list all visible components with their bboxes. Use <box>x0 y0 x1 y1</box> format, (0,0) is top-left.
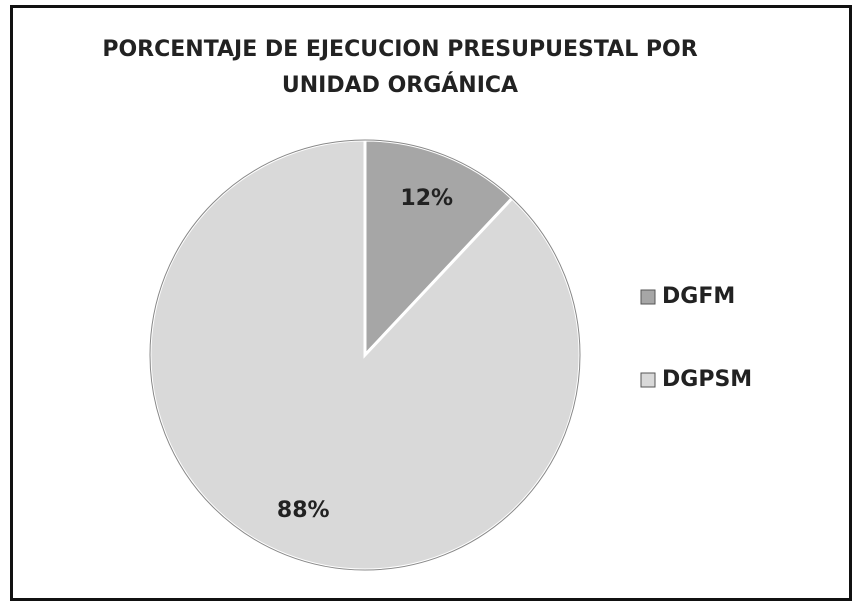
legend-label: DGPSM <box>662 367 752 392</box>
pie-slice <box>148 138 582 572</box>
chart-title: PORCENTAJE DE EJECUCION PRESUPUESTAL POR… <box>102 37 698 98</box>
pie-outline <box>149 139 581 571</box>
legend-swatch <box>640 372 656 388</box>
legend-label: DGFM <box>662 284 735 309</box>
chart-frame <box>10 5 852 601</box>
legend-swatch <box>640 289 656 305</box>
data-label: 12% <box>400 186 453 211</box>
data-label: 88% <box>277 498 330 523</box>
